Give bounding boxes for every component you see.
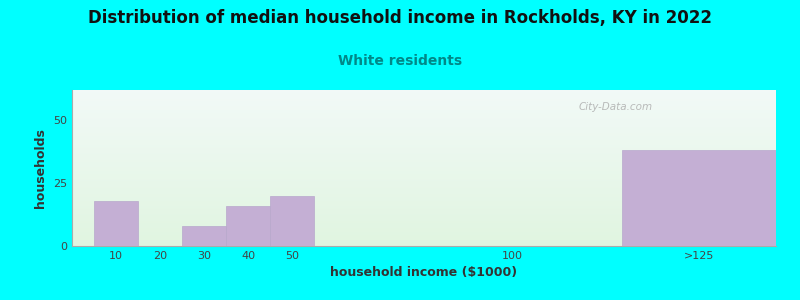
Y-axis label: households: households	[34, 128, 47, 208]
Bar	[622, 150, 776, 246]
Bar	[270, 196, 314, 246]
Bar	[94, 201, 138, 246]
Bar	[182, 226, 226, 246]
X-axis label: household income ($1000): household income ($1000)	[330, 266, 518, 279]
Text: Distribution of median household income in Rockholds, KY in 2022: Distribution of median household income …	[88, 9, 712, 27]
Bar	[226, 206, 270, 246]
Text: City-Data.com: City-Data.com	[579, 103, 653, 112]
Text: White residents: White residents	[338, 54, 462, 68]
